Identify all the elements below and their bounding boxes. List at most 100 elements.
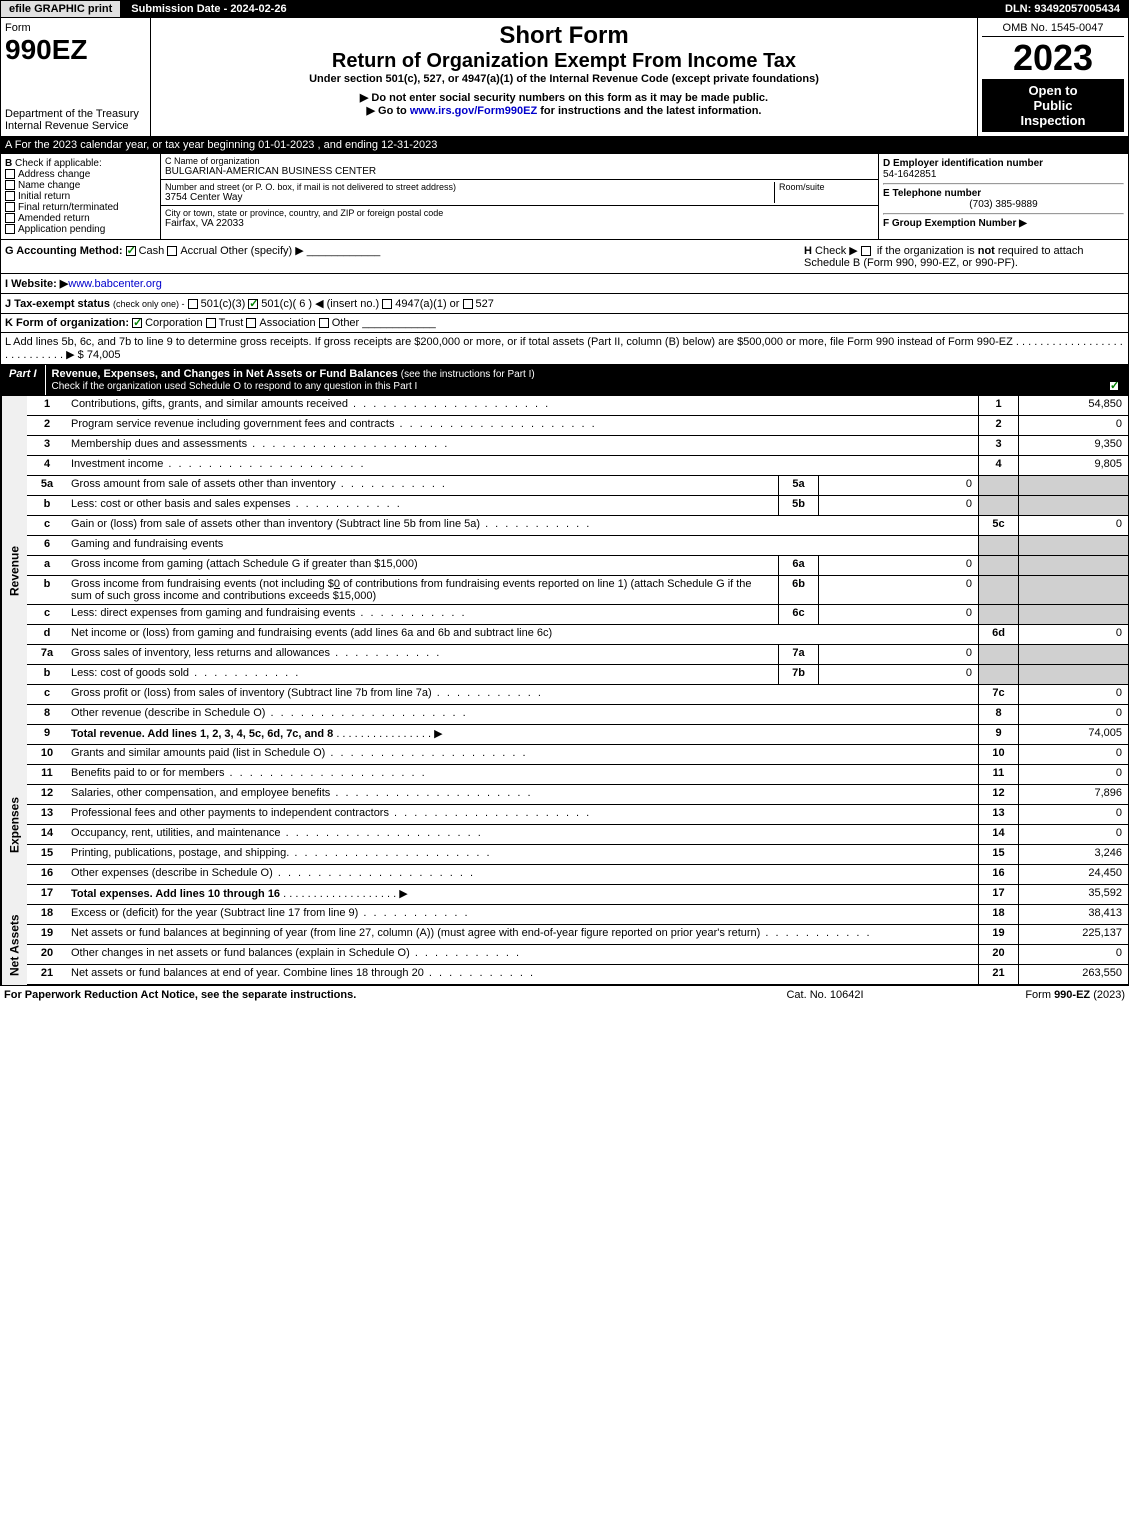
line-7b-desc: Less: cost of goods sold bbox=[67, 665, 778, 684]
dept-irs: Internal Revenue Service bbox=[5, 120, 146, 132]
efile-print-button[interactable]: efile GRAPHIC print bbox=[1, 1, 121, 17]
label-application-pending: Application pending bbox=[18, 224, 105, 235]
part-1-title-text: Revenue, Expenses, and Changes in Net As… bbox=[52, 368, 398, 380]
header-left: Form 990EZ Department of the Treasury In… bbox=[1, 18, 151, 136]
line-1-rnum: 1 bbox=[978, 396, 1018, 415]
line-5c-rval: 0 bbox=[1018, 516, 1128, 535]
line-4-num: 4 bbox=[27, 456, 67, 475]
line-7b-num: b bbox=[27, 665, 67, 684]
line-5a-sv: 0 bbox=[818, 476, 978, 495]
line-6b-sn: 6b bbox=[778, 576, 818, 604]
label-4947: 4947(a)(1) or bbox=[395, 298, 459, 310]
header-right: OMB No. 1545-0047 2023 Open to Public In… bbox=[978, 18, 1128, 136]
line-6a-sv: 0 bbox=[818, 556, 978, 575]
org-name: BULGARIAN-AMERICAN BUSINESS CENTER bbox=[165, 166, 874, 177]
checkbox-501c3[interactable] bbox=[188, 299, 198, 309]
label-cash: Cash bbox=[139, 245, 165, 257]
line-3-num: 3 bbox=[27, 436, 67, 455]
line-12-rnum: 12 bbox=[978, 785, 1018, 804]
line-6a-desc: Gross income from gaming (attach Schedul… bbox=[67, 556, 778, 575]
checkbox-4947[interactable] bbox=[382, 299, 392, 309]
row-j: J Tax-exempt status (check only one) - 5… bbox=[0, 294, 1129, 314]
sidebar-revenue: Revenue bbox=[1, 396, 27, 745]
form-header: Form 990EZ Department of the Treasury In… bbox=[0, 18, 1129, 137]
line-6c-rnum bbox=[978, 605, 1018, 624]
line-6d-rval: 0 bbox=[1018, 625, 1128, 644]
inspection-line3: Inspection bbox=[986, 113, 1120, 128]
form-number: 990EZ bbox=[5, 34, 146, 66]
checkbox-initial-return[interactable] bbox=[5, 191, 15, 201]
checkbox-name-change[interactable] bbox=[5, 180, 15, 190]
line-15-num: 15 bbox=[27, 845, 67, 864]
checkbox-association[interactable] bbox=[246, 318, 256, 328]
checkbox-527[interactable] bbox=[463, 299, 473, 309]
irs-link[interactable]: www.irs.gov/Form990EZ bbox=[410, 105, 537, 117]
checkbox-address-change[interactable] bbox=[5, 169, 15, 179]
section-b-check-label: Check if applicable: bbox=[15, 158, 102, 169]
checkbox-cash[interactable] bbox=[126, 246, 136, 256]
row-h-not: not bbox=[978, 245, 995, 257]
checkbox-final-return[interactable] bbox=[5, 202, 15, 212]
line-17-rnum: 17 bbox=[978, 885, 1018, 904]
line-12-num: 12 bbox=[27, 785, 67, 804]
line-8-rval: 0 bbox=[1018, 705, 1128, 724]
label-501c: 501(c)( 6 ) ◀ (insert no.) bbox=[261, 298, 379, 310]
row-l-text: L Add lines 5b, 6c, and 7b to line 9 to … bbox=[5, 336, 1123, 361]
submission-date: Submission Date - 2024-02-26 bbox=[121, 1, 297, 17]
line-7c-desc: Gross profit or (loss) from sales of inv… bbox=[67, 685, 978, 704]
label-501c3: 501(c)(3) bbox=[201, 298, 246, 310]
line-6a-rval bbox=[1018, 556, 1128, 575]
checkbox-501c[interactable] bbox=[248, 299, 258, 309]
checkbox-schedule-b[interactable] bbox=[861, 246, 871, 256]
ein-label: D Employer identification number bbox=[883, 158, 1043, 169]
website-link[interactable]: www.babcenter.org bbox=[68, 278, 162, 290]
checkbox-amended-return[interactable] bbox=[5, 213, 15, 223]
row-h-check: Check ▶ bbox=[815, 245, 858, 257]
checkbox-trust[interactable] bbox=[206, 318, 216, 328]
revenue-section: Revenue 1Contributions, gifts, grants, a… bbox=[0, 396, 1129, 745]
line-19-rnum: 19 bbox=[978, 925, 1018, 944]
omb-number: OMB No. 1545-0047 bbox=[982, 22, 1124, 37]
street-value: 3754 Center Way bbox=[165, 192, 774, 203]
line-7a-num: 7a bbox=[27, 645, 67, 664]
line-16-desc: Other expenses (describe in Schedule O) bbox=[67, 865, 978, 884]
label-association: Association bbox=[259, 317, 315, 329]
checkbox-corporation[interactable] bbox=[132, 318, 142, 328]
line-19-rval: 225,137 bbox=[1018, 925, 1128, 944]
sidebar-expenses: Expenses bbox=[1, 745, 27, 905]
line-7b-rnum bbox=[978, 665, 1018, 684]
note-goto-pre: ▶ Go to bbox=[367, 105, 410, 117]
line-5a-rval bbox=[1018, 476, 1128, 495]
checkbox-accrual[interactable] bbox=[167, 246, 177, 256]
tax-exempt-sub: (check only one) - bbox=[113, 299, 185, 309]
line-2-desc: Program service revenue including govern… bbox=[67, 416, 978, 435]
line-1-desc: Contributions, gifts, grants, and simila… bbox=[67, 396, 978, 415]
form-org-label: K Form of organization: bbox=[5, 317, 129, 329]
checkbox-schedule-o[interactable] bbox=[1109, 381, 1119, 391]
line-5b-sv: 0 bbox=[818, 496, 978, 515]
line-6-rval bbox=[1018, 536, 1128, 555]
inspection-line2: Public bbox=[986, 98, 1120, 113]
dln-label: DLN: 93492057005434 bbox=[997, 1, 1128, 17]
tax-year: 2023 bbox=[982, 37, 1124, 79]
line-6d-rnum: 6d bbox=[978, 625, 1018, 644]
accounting-method-label: G Accounting Method: bbox=[5, 245, 123, 257]
topbar-spacer bbox=[298, 1, 997, 17]
line-14-rnum: 14 bbox=[978, 825, 1018, 844]
line-6a-num: a bbox=[27, 556, 67, 575]
line-7a-rnum bbox=[978, 645, 1018, 664]
line-6b-num: b bbox=[27, 576, 67, 604]
line-6d-desc: Net income or (loss) from gaming and fun… bbox=[67, 625, 978, 644]
line-12-desc: Salaries, other compensation, and employ… bbox=[67, 785, 978, 804]
part-1-label: Part I bbox=[1, 365, 46, 395]
line-8-num: 8 bbox=[27, 705, 67, 724]
part-1-title: Revenue, Expenses, and Changes in Net As… bbox=[46, 365, 1128, 395]
checkbox-other-org[interactable] bbox=[319, 318, 329, 328]
line-5b-num: b bbox=[27, 496, 67, 515]
checkbox-application-pending[interactable] bbox=[5, 224, 15, 234]
line-5c-desc: Gain or (loss) from sale of assets other… bbox=[67, 516, 978, 535]
line-6a-sn: 6a bbox=[778, 556, 818, 575]
line-17-num: 17 bbox=[27, 885, 67, 904]
ein-value: 54-1642851 bbox=[883, 169, 936, 180]
line-8-desc: Other revenue (describe in Schedule O) bbox=[67, 705, 978, 724]
